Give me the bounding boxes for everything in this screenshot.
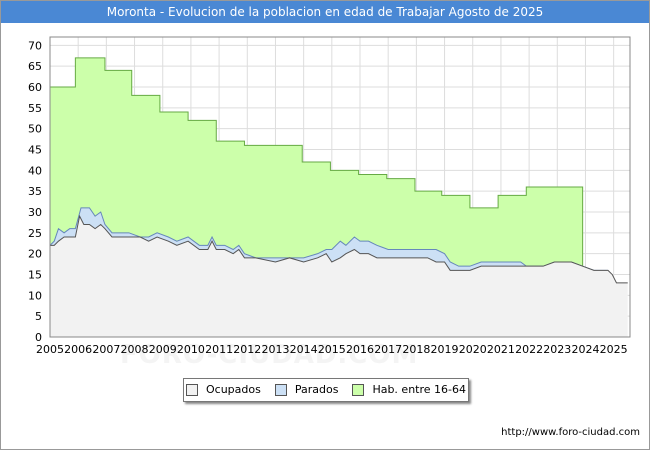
- legend-swatch-parados: [274, 384, 287, 396]
- y-tick-label: 70: [28, 39, 42, 52]
- legend-swatch-ocupados: [185, 384, 198, 396]
- legend-label-hab: Hab. entre 16-64: [372, 383, 466, 396]
- x-tick-label: 2018: [402, 343, 430, 356]
- x-tick-label: 2020: [459, 343, 487, 356]
- y-tick-label: 35: [28, 185, 42, 198]
- x-tick-label: 2016: [346, 343, 374, 356]
- legend-swatch-hab: [352, 384, 365, 396]
- y-tick-label: 50: [28, 123, 42, 136]
- x-tick-label: 2006: [64, 343, 92, 356]
- y-tick-label: 10: [28, 289, 42, 302]
- line-ocupados: [50, 214, 628, 284]
- legend-item-ocupados: Ocupados: [185, 379, 261, 401]
- x-tick-label: 2023: [543, 343, 571, 356]
- y-tick-label: 60: [28, 81, 42, 94]
- y-tick-label: 45: [28, 144, 42, 157]
- y-tick-label: 55: [28, 102, 42, 115]
- x-tick-label: 2008: [121, 343, 149, 356]
- x-tick-label: 2015: [318, 343, 346, 356]
- x-tick-label: 2010: [177, 343, 205, 356]
- source-url[interactable]: http://www.foro-ciudad.com: [501, 427, 640, 438]
- x-tick-label: 2007: [92, 343, 120, 356]
- line-parados: [49, 207, 609, 271]
- x-tick-label: 2021: [487, 343, 515, 356]
- x-tick-label: 2017: [374, 343, 402, 356]
- plot-border: [49, 36, 631, 338]
- legend-label-parados: Parados: [294, 383, 339, 396]
- y-tick-label: 65: [28, 60, 42, 73]
- x-tick-label: 2024: [571, 343, 599, 356]
- y-tick-label: 30: [28, 206, 42, 219]
- y-tick-label: 5: [35, 310, 42, 323]
- x-tick-label: 2011: [205, 343, 233, 356]
- x-tick-label: 2012: [233, 343, 261, 356]
- x-tick-label: 2009: [149, 343, 177, 356]
- legend-item-parados: Parados: [274, 379, 339, 401]
- x-tick-label: 2025: [600, 343, 628, 356]
- legend-label-ocupados: Ocupados: [205, 383, 261, 396]
- x-tick-label: 2022: [515, 343, 543, 356]
- series-areas: [49, 57, 628, 337]
- x-tick-label: 2005: [36, 343, 64, 356]
- legend: Ocupados Parados Hab. entre 16-64: [183, 378, 469, 402]
- y-tick-label: 25: [28, 227, 42, 240]
- line-hab-entre-16-64: [50, 57, 584, 267]
- watermark: FORO-CIUDAD.COM: [120, 340, 419, 370]
- y-tick-label: 15: [28, 269, 42, 282]
- y-tick-label: 40: [28, 164, 42, 177]
- x-tick-label: 2014: [290, 343, 318, 356]
- chart-title: Moronta - Evolucion de la poblacion en e…: [1, 1, 649, 23]
- y-tick-label: 0: [35, 331, 42, 344]
- y-tick-label: 20: [28, 248, 42, 261]
- x-tick-label: 2019: [431, 343, 459, 356]
- legend-item-hab: Hab. entre 16-64: [352, 379, 466, 401]
- x-tick-label: 2013: [261, 343, 289, 356]
